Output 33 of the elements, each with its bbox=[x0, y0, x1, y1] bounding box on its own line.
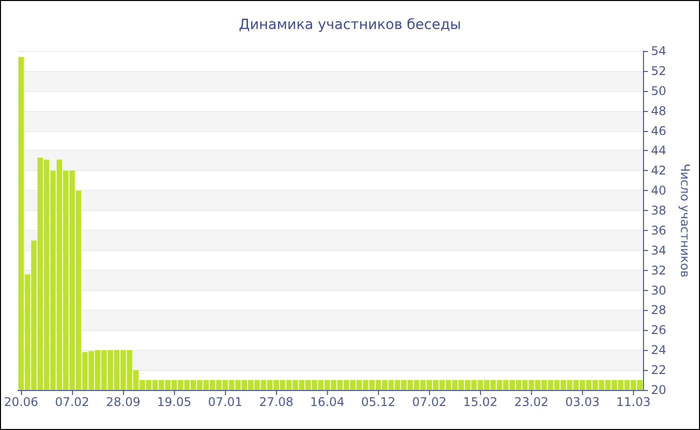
x-tick-label: 28.09 bbox=[106, 395, 140, 409]
x-tick-label: 16.04 bbox=[310, 395, 344, 409]
x-tick-label: 07.01 bbox=[208, 395, 242, 409]
x-tick-label: 03.03 bbox=[565, 395, 600, 409]
y-tick-label: 30 bbox=[651, 283, 666, 298]
y-tick-label: 24 bbox=[651, 343, 666, 358]
x-tick-label: 23.02 bbox=[514, 395, 549, 409]
y-tick-label: 22 bbox=[651, 363, 666, 378]
y-tick-label: 54 bbox=[651, 44, 666, 58]
x-tick-label: 27.08 bbox=[259, 395, 294, 409]
y-tick-label: 38 bbox=[651, 204, 666, 218]
x-tick-label: 07.02 bbox=[412, 395, 447, 409]
x-tick-label: 05.12 bbox=[361, 395, 396, 409]
y-tick-label: 36 bbox=[651, 223, 666, 238]
x-tick-label: 19.05 bbox=[157, 395, 192, 409]
x-tick-label: 20.06 bbox=[4, 395, 38, 409]
x-tick-label: 15.02 bbox=[463, 395, 498, 409]
chart-title: Динамика участников беседы bbox=[238, 17, 462, 33]
y-tick-label: 50 bbox=[651, 84, 666, 98]
x-tick-label: 11.03 bbox=[616, 395, 651, 409]
y-tick-label: 40 bbox=[651, 184, 666, 198]
y-tick-label: 28 bbox=[651, 303, 666, 318]
y-tick-label: 20 bbox=[651, 383, 666, 397]
y-tick-label: 42 bbox=[651, 164, 666, 178]
y-axis-title: Число участников bbox=[678, 164, 692, 278]
y-tick-label: 32 bbox=[651, 263, 666, 278]
y-tick-label: 44 bbox=[651, 144, 666, 158]
y-tick-label: 46 bbox=[651, 124, 666, 138]
y-tick-label: 26 bbox=[651, 323, 666, 338]
y-tick-label: 52 bbox=[651, 64, 666, 78]
y-tick-label: 48 bbox=[651, 104, 666, 118]
y-tick-label: 34 bbox=[651, 243, 666, 258]
x-tick-label: 07.02 bbox=[54, 395, 90, 409]
